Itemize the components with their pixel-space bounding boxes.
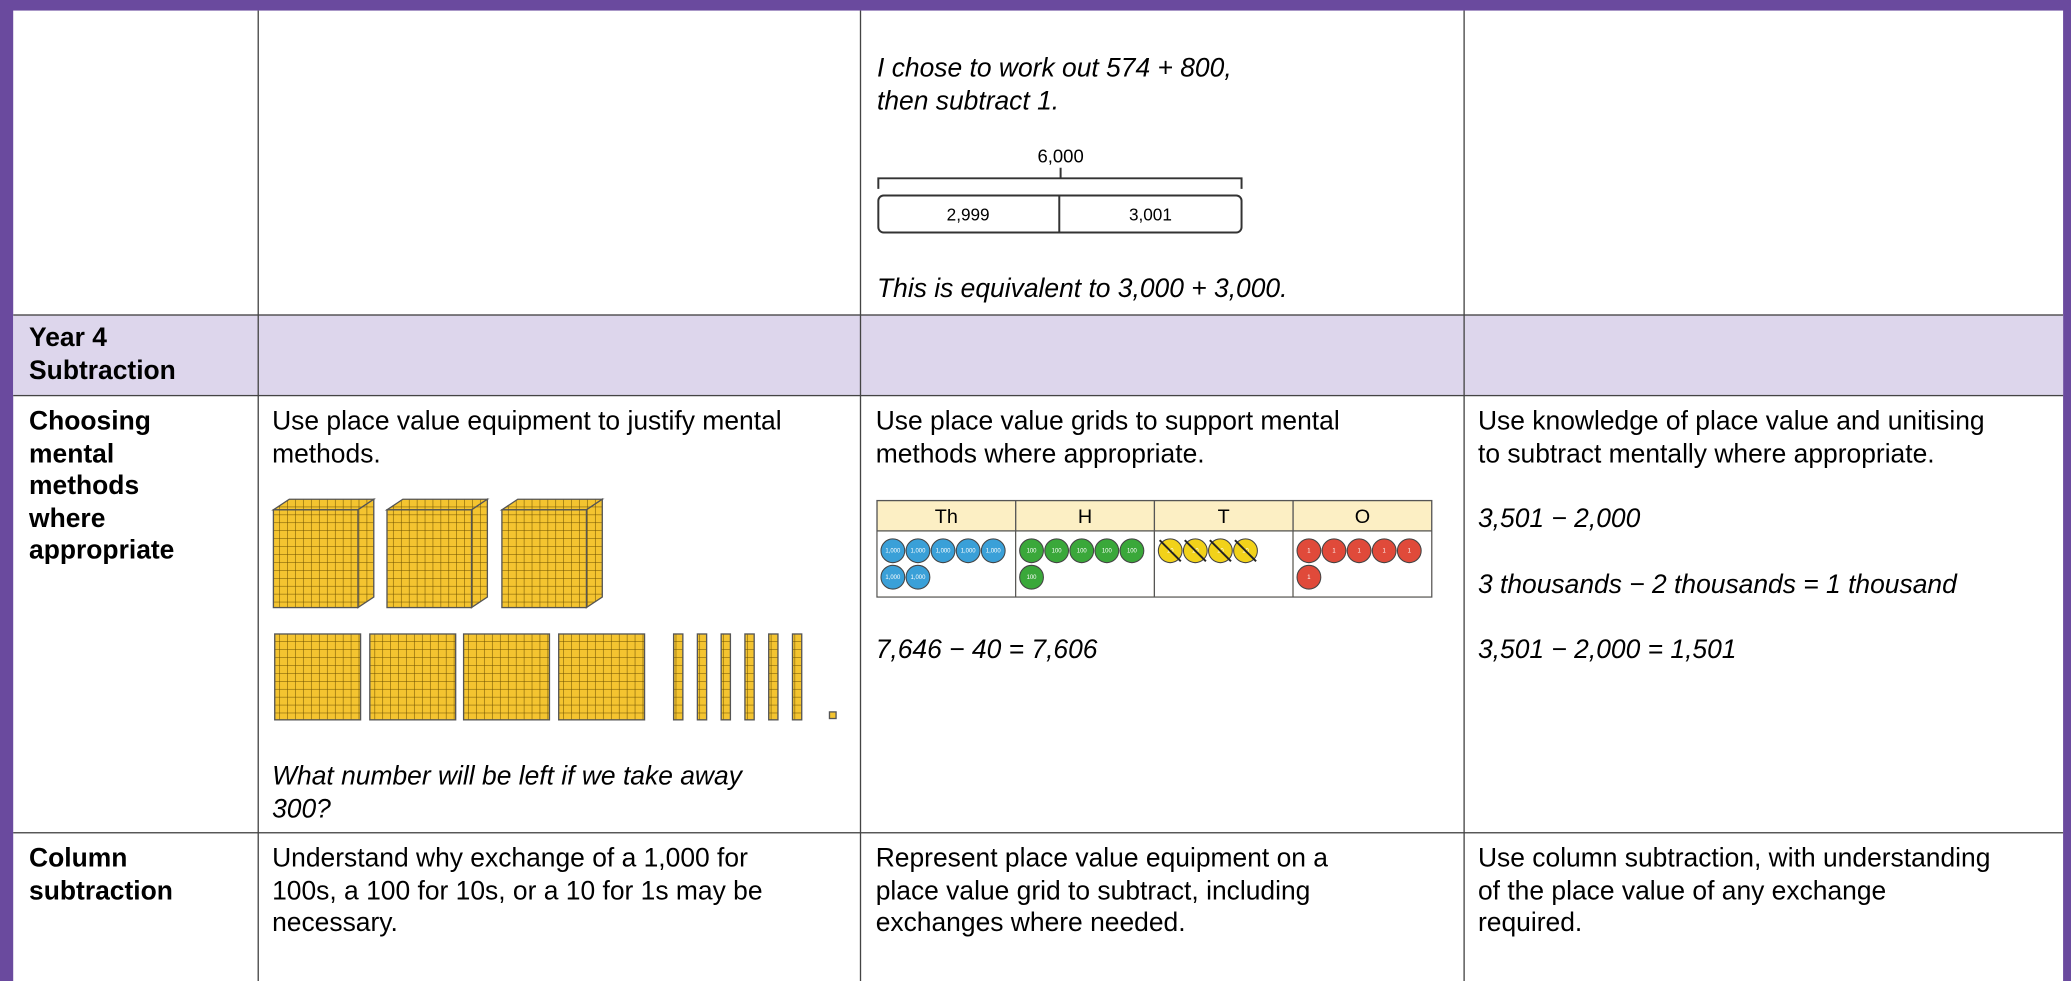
cross-out bbox=[1234, 539, 1257, 563]
counter bbox=[1044, 538, 1070, 564]
row-heading: Column subtraction bbox=[29, 843, 173, 906]
col-line bbox=[257, 10, 259, 981]
col-line bbox=[1463, 10, 1465, 981]
cell-text: Use place value grids to support mental … bbox=[875, 406, 1340, 469]
border-left bbox=[0, 0, 14, 981]
counter-label: 100 bbox=[1102, 549, 1113, 555]
ten-rod bbox=[672, 633, 684, 721]
counter bbox=[1019, 564, 1044, 590]
bar-part: 2,999 bbox=[947, 205, 990, 225]
hundred-flat bbox=[369, 633, 457, 721]
one-cube bbox=[828, 711, 837, 720]
counter-label: 1 bbox=[1383, 549, 1387, 555]
thousand-cube bbox=[271, 498, 376, 609]
bar-whole: 6,000 bbox=[1037, 145, 1083, 166]
question-text: What number will be left if we take away… bbox=[272, 762, 742, 824]
counter-label: 1 bbox=[1307, 575, 1311, 581]
counter bbox=[1321, 538, 1347, 564]
ten-rod bbox=[720, 633, 732, 721]
border-right bbox=[2063, 0, 2071, 981]
row-line bbox=[13, 314, 2064, 316]
hundred-flat bbox=[462, 633, 551, 721]
hundred-flat bbox=[558, 633, 646, 721]
working-line: 3,501 − 2,000 bbox=[1477, 504, 1641, 534]
counter-label: 1,000 bbox=[885, 549, 901, 555]
thousand-cube bbox=[386, 498, 489, 609]
counter-label: 1 bbox=[1332, 549, 1336, 555]
section-header: Year 4 Subtraction bbox=[29, 323, 176, 386]
counter bbox=[1069, 538, 1095, 564]
ten-rod bbox=[768, 633, 779, 721]
counter bbox=[1119, 538, 1145, 564]
counter bbox=[880, 538, 906, 564]
cell-text: Use knowledge of place value and unitisi… bbox=[1477, 406, 1985, 469]
counter-label: 100 bbox=[1027, 549, 1038, 555]
counter-label: 100 bbox=[1127, 549, 1138, 555]
counter bbox=[930, 538, 956, 564]
working-line: 3 thousands − 2 thousands = 1 thousand bbox=[1477, 570, 1957, 600]
grid-header: Th bbox=[935, 506, 958, 528]
row-heading: Choosing mental methods where appropriat… bbox=[29, 406, 175, 566]
bar-model: 6,000 2,999 3,001 bbox=[877, 145, 1243, 234]
counter bbox=[1371, 538, 1397, 564]
hundred-flat bbox=[274, 633, 362, 721]
cell-text: Represent place value equipment on a pla… bbox=[875, 843, 1329, 938]
counter bbox=[905, 564, 931, 590]
counter bbox=[1296, 564, 1322, 590]
counter-label: 1,000 bbox=[911, 575, 927, 581]
ten-rod bbox=[744, 633, 755, 721]
row-line bbox=[13, 394, 2064, 397]
counter-label: 100 bbox=[1027, 575, 1038, 581]
counter bbox=[905, 538, 931, 564]
thousand-cube bbox=[501, 498, 603, 609]
counter-label: 1,000 bbox=[911, 549, 927, 555]
counter bbox=[880, 564, 906, 590]
working-line: 3,501 − 2,000 = 1,501 bbox=[1477, 635, 1737, 665]
counter-label: 1 bbox=[1408, 549, 1412, 555]
cross-out bbox=[1209, 539, 1232, 563]
cell-text: Understand why exchange of a 1,000 for 1… bbox=[272, 843, 763, 938]
place-value-grid: Th 1,000 1,000 1,000 1,000 1,000 1,000 1,000 H 10… bbox=[876, 499, 1433, 598]
conclusion-text: This is equivalent to 3,000 + 3,000. bbox=[877, 274, 1288, 304]
intro-text: I chose to work out 574 + 800, then subt… bbox=[877, 54, 1232, 116]
counter-label: 1,000 bbox=[961, 549, 977, 555]
section-band bbox=[13, 314, 2064, 395]
counter-label: 1,000 bbox=[986, 549, 1002, 555]
grid-header: H bbox=[1078, 506, 1092, 528]
cell-text: Use place value equipment to justify men… bbox=[272, 406, 782, 469]
col-line bbox=[859, 10, 862, 981]
counter bbox=[1396, 538, 1422, 564]
counter bbox=[1346, 538, 1372, 564]
equation: 7,646 − 40 = 7,606 bbox=[875, 635, 1098, 665]
counter bbox=[955, 538, 981, 564]
counter-label: 1 bbox=[1307, 549, 1311, 555]
border-top bbox=[0, 0, 2071, 11]
counter bbox=[1094, 538, 1120, 564]
counter bbox=[980, 538, 1006, 564]
bar-part: 3,001 bbox=[1129, 205, 1172, 225]
grid-header: T bbox=[1218, 506, 1230, 528]
cross-out bbox=[1184, 539, 1207, 563]
base-ten-blocks bbox=[271, 498, 837, 721]
counter bbox=[1296, 538, 1322, 564]
ten-rod bbox=[791, 633, 803, 721]
counter-label: 1,000 bbox=[936, 549, 952, 555]
counter-label: 1 bbox=[1357, 549, 1361, 555]
bar-brace bbox=[877, 167, 1243, 189]
counter bbox=[1019, 538, 1044, 564]
cross-out bbox=[1158, 539, 1182, 563]
counter-label: 1,000 bbox=[885, 575, 901, 581]
counter-label: 100 bbox=[1077, 549, 1088, 555]
row-line bbox=[13, 832, 2064, 834]
grid-header: O bbox=[1355, 506, 1370, 528]
cell-text: Use column subtraction, with understandi… bbox=[1477, 843, 1991, 938]
ten-rod bbox=[696, 633, 708, 721]
counter-label: 100 bbox=[1052, 549, 1063, 555]
